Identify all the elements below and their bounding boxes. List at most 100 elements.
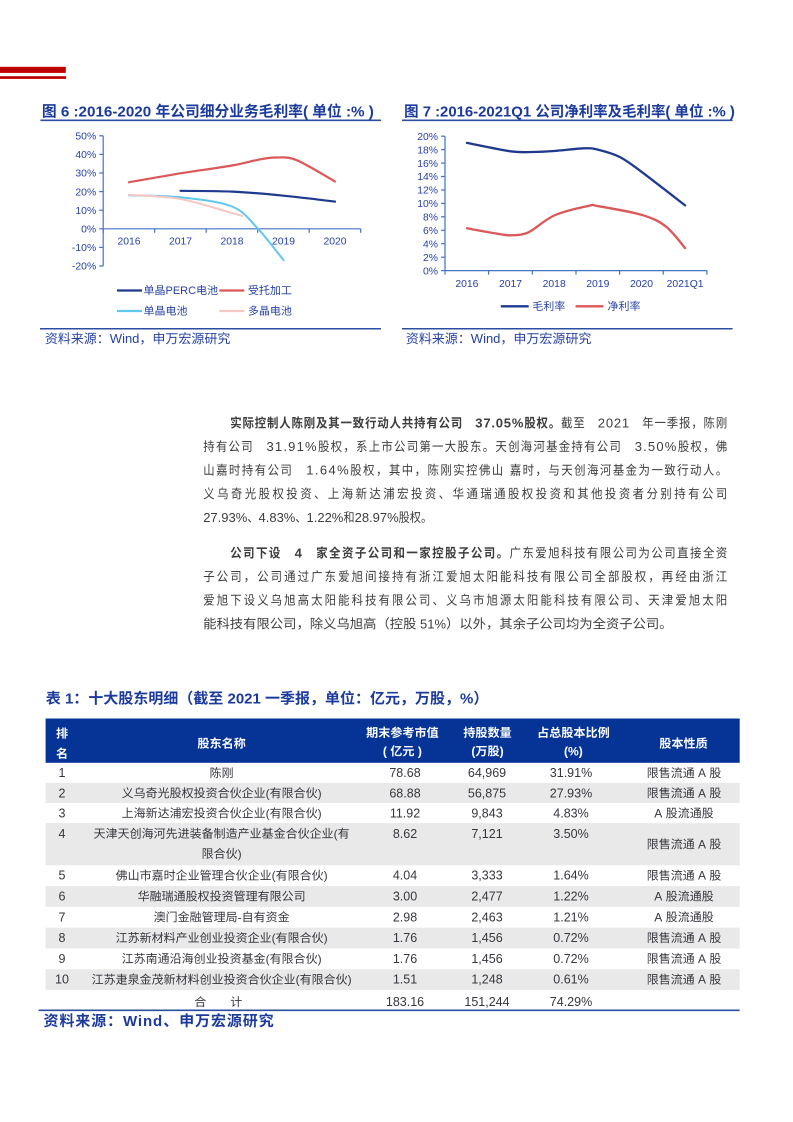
- svg-text:51%: 51%: [420, 616, 446, 631]
- svg-text:2019: 2019: [272, 237, 295, 248]
- svg-text:%: %: [460, 691, 473, 708]
- svg-text:1: 1: [65, 691, 73, 708]
- svg-text:-20%: -20%: [72, 262, 96, 273]
- svg-text:74.29%: 74.29%: [550, 995, 592, 1009]
- svg-text:2.98: 2.98: [393, 910, 417, 924]
- svg-text:30%: 30%: [75, 169, 96, 180]
- svg-text:): ): [318, 786, 322, 800]
- svg-text:5: 5: [59, 869, 66, 883]
- svg-text:(: (: [383, 744, 388, 758]
- svg-text:(: (: [266, 786, 270, 800]
- svg-text:4%: 4%: [423, 239, 438, 250]
- svg-text::%: :%: [708, 105, 726, 121]
- svg-text:PERC: PERC: [166, 285, 197, 297]
- svg-text:7: 7: [59, 910, 66, 924]
- svg-text:2020: 2020: [323, 237, 346, 248]
- svg-text:): ): [730, 105, 735, 121]
- svg-text:2021Q1: 2021Q1: [667, 279, 704, 290]
- svg-text:1.76: 1.76: [393, 952, 417, 966]
- svg-text:9: 9: [59, 952, 66, 966]
- svg-text:2016: 2016: [455, 279, 478, 290]
- svg-text:8.62: 8.62: [393, 827, 417, 841]
- svg-text:3.50%: 3.50%: [635, 439, 678, 454]
- svg-text:-10%: -10%: [72, 243, 96, 254]
- svg-text:0.72%: 0.72%: [553, 931, 588, 945]
- svg-text:): ): [318, 952, 322, 966]
- svg-text::%: :%: [346, 104, 365, 121]
- svg-text:1.64%: 1.64%: [553, 869, 588, 883]
- svg-text:3: 3: [59, 806, 66, 820]
- svg-text:(: (: [665, 105, 670, 121]
- svg-text:Wind: Wind: [123, 1013, 163, 1030]
- svg-text:2,477: 2,477: [471, 890, 502, 904]
- svg-text:(%): (%): [564, 744, 583, 758]
- svg-text:A: A: [698, 931, 706, 945]
- svg-text:A: A: [654, 890, 662, 904]
- svg-text:): ): [324, 931, 328, 945]
- svg-text:2017: 2017: [499, 279, 522, 290]
- svg-text:6: 6: [61, 104, 69, 121]
- svg-text:0%: 0%: [423, 266, 438, 277]
- svg-text:1.76: 1.76: [393, 931, 417, 945]
- svg-text:3,333: 3,333: [471, 869, 502, 883]
- svg-text:1,456: 1,456: [471, 952, 502, 966]
- svg-text:A: A: [654, 806, 662, 820]
- svg-text:A: A: [698, 786, 706, 800]
- svg-text:2016: 2016: [117, 237, 140, 248]
- svg-text:(: (: [296, 973, 300, 987]
- svg-text:37.05%: 37.05%: [475, 416, 524, 431]
- svg-text:4.83%: 4.83%: [553, 806, 588, 820]
- svg-text:20%: 20%: [417, 132, 438, 143]
- svg-text:56,875: 56,875: [468, 786, 506, 800]
- svg-text:11.92: 11.92: [390, 806, 420, 820]
- svg-text:3.00: 3.00: [393, 890, 417, 904]
- svg-text:27.93%: 27.93%: [203, 510, 248, 525]
- svg-text:6%: 6%: [423, 226, 438, 237]
- svg-text:27.93%: 27.93%: [550, 786, 592, 800]
- svg-text:2019: 2019: [586, 279, 609, 290]
- svg-text:1.51: 1.51: [393, 973, 417, 987]
- svg-text:31.91%: 31.91%: [267, 439, 318, 454]
- svg-text:Wind: Wind: [471, 331, 501, 346]
- svg-text:A: A: [698, 837, 706, 851]
- svg-text:18%: 18%: [417, 145, 438, 156]
- svg-text:183.16: 183.16: [386, 995, 424, 1009]
- svg-text:2018: 2018: [220, 237, 243, 248]
- svg-text:4.83%: 4.83%: [259, 510, 296, 525]
- svg-text:(: (: [471, 744, 476, 758]
- svg-text:10: 10: [55, 973, 69, 987]
- svg-text:(: (: [303, 104, 309, 121]
- svg-text:2: 2: [59, 786, 66, 800]
- svg-text:A: A: [654, 910, 662, 924]
- svg-text:3.50%: 3.50%: [553, 827, 588, 841]
- svg-text:2020: 2020: [630, 279, 653, 290]
- svg-text:50%: 50%: [75, 131, 96, 142]
- svg-text:): ): [418, 744, 422, 758]
- svg-text:1: 1: [59, 766, 66, 780]
- svg-text:(: (: [266, 952, 270, 966]
- svg-text:1.64%: 1.64%: [306, 463, 350, 478]
- svg-text:(: (: [266, 806, 270, 820]
- svg-text:): ): [369, 104, 374, 121]
- svg-text:10%: 10%: [75, 206, 96, 217]
- svg-text:8%: 8%: [423, 213, 438, 224]
- svg-text:(: (: [272, 869, 276, 883]
- svg-text:A: A: [698, 766, 706, 780]
- svg-text:40%: 40%: [75, 150, 96, 161]
- svg-text:8: 8: [59, 931, 66, 945]
- svg-text:2021: 2021: [228, 691, 261, 708]
- svg-text:4: 4: [59, 827, 66, 841]
- svg-text:28.97%: 28.97%: [355, 510, 400, 525]
- svg-text:1,248: 1,248: [471, 973, 502, 987]
- svg-text:2018: 2018: [543, 279, 566, 290]
- svg-text:64,969: 64,969: [468, 766, 506, 780]
- svg-text:16%: 16%: [417, 159, 438, 170]
- svg-text:2%: 2%: [423, 253, 438, 264]
- svg-text:1.22%: 1.22%: [307, 510, 344, 525]
- svg-text:9,843: 9,843: [471, 806, 502, 820]
- svg-text:12%: 12%: [417, 186, 438, 197]
- svg-text:1,456: 1,456: [471, 931, 502, 945]
- svg-text:4: 4: [295, 546, 304, 561]
- svg-text:): ): [348, 973, 352, 987]
- svg-text:14%: 14%: [417, 172, 438, 183]
